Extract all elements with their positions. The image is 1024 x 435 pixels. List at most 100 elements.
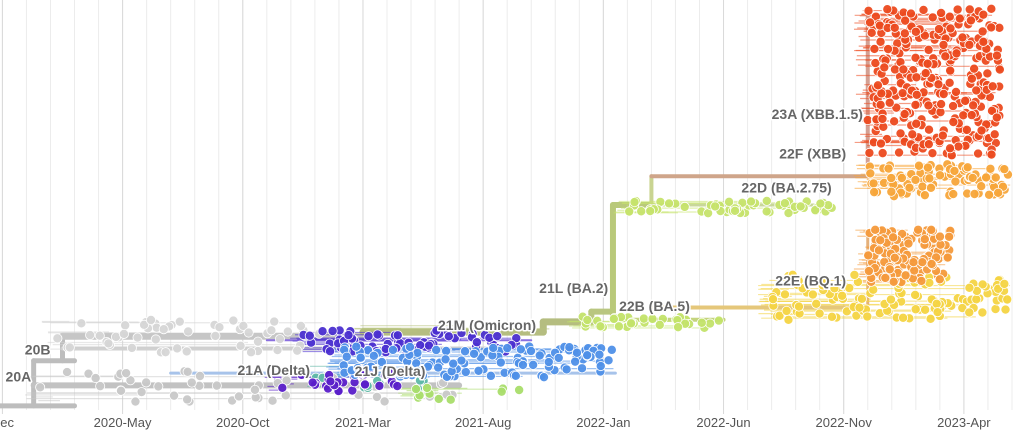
x-tick-label: 2020-Oct (216, 415, 270, 430)
tip-point (875, 36, 886, 47)
tip-point (431, 325, 442, 336)
tip-point (404, 341, 415, 352)
tip-point (246, 347, 257, 358)
tip-point (781, 305, 792, 316)
tip-point (582, 350, 593, 361)
tip-point (962, 162, 973, 173)
tip-point (679, 201, 690, 212)
tip-point (886, 173, 897, 184)
tip-point (991, 50, 1002, 61)
tip-point (937, 130, 948, 141)
tip-point (211, 380, 222, 391)
tip-point (511, 333, 522, 344)
tip-point (543, 357, 554, 368)
tip-point (934, 274, 945, 285)
tip-point (126, 342, 137, 353)
tip-point (927, 12, 938, 23)
tip-point (807, 289, 818, 300)
tip-point (991, 112, 1002, 123)
tip-point (909, 265, 920, 276)
tip-point (951, 48, 962, 59)
tip-point (636, 206, 647, 217)
tip-point (899, 109, 910, 120)
x-tick-label: Dec (0, 415, 14, 430)
tip-point (186, 377, 197, 388)
tip-point (964, 39, 975, 50)
tip-point (826, 311, 837, 322)
clade-label: 21L (BA.2) (539, 280, 608, 296)
tip-point (608, 313, 619, 324)
tip-point (538, 372, 549, 383)
tip-point (973, 148, 984, 159)
tip-point (895, 128, 906, 139)
tip-point (920, 68, 931, 79)
tip-point (761, 206, 772, 217)
tip-point (969, 188, 980, 199)
x-axis: Dec 2020-May 2020-Oct 2021-Mar 2021-Aug 2022-… (0, 415, 991, 430)
tip-point (132, 332, 143, 343)
clade-label: 22F (XBB) (779, 146, 846, 162)
tip-point (376, 357, 387, 368)
tip-point (960, 95, 971, 106)
tip-point (460, 346, 471, 357)
tip-point (411, 384, 422, 395)
x-tick-label: 2020-May (94, 415, 152, 430)
tip-point (888, 276, 899, 287)
tip-point (433, 362, 444, 373)
clade-label: 21M (Omicron) (438, 317, 536, 333)
tip-point (926, 258, 937, 269)
tip-point (978, 9, 989, 20)
tip-point (613, 321, 624, 332)
tip-point (966, 73, 977, 84)
tip-point (141, 377, 152, 388)
tip-point (990, 304, 1001, 315)
tip-point (977, 279, 988, 290)
tip-point (125, 375, 136, 386)
tip-point (325, 376, 336, 387)
tip-point (595, 321, 606, 332)
tip-point (145, 314, 156, 325)
clade-labels: 20A 20B 21A (Delta) 21J (Delta) 21M (Omicron… (4, 104, 864, 385)
tip-point (883, 163, 894, 174)
tip-point (951, 86, 962, 97)
tip-point (882, 4, 893, 15)
tip-point (978, 36, 989, 47)
tip-point (564, 342, 575, 353)
tip-point (900, 15, 911, 26)
tip-point (958, 110, 969, 121)
tip-point (910, 26, 921, 37)
tip-point (866, 27, 877, 38)
tip-point (570, 356, 581, 367)
tip-point (905, 8, 916, 19)
tip-point (795, 201, 806, 212)
tip-point (705, 318, 716, 329)
tip-point (888, 232, 899, 243)
tip-point (865, 168, 876, 179)
tip-point (787, 269, 798, 280)
tip-point (664, 198, 675, 209)
tip-point (985, 163, 996, 174)
tip-point (233, 391, 244, 402)
tip-point (448, 358, 459, 369)
tip-point (948, 101, 959, 112)
tip-point (815, 198, 826, 209)
tip-point (986, 22, 997, 33)
tip-point (182, 394, 193, 405)
tip-point (768, 294, 779, 305)
tip-point (863, 5, 874, 16)
tip-point (783, 314, 794, 325)
tip-point (266, 325, 277, 336)
tip-point (938, 39, 949, 50)
tip-point (954, 13, 965, 24)
tip-point (392, 381, 403, 392)
tip-point (638, 313, 649, 324)
tip-point (441, 345, 452, 356)
tip-point (910, 174, 921, 185)
tip-point (351, 341, 362, 352)
tip-point (810, 205, 821, 216)
tip-point (103, 338, 114, 349)
tip-point (456, 328, 467, 339)
tip-point (908, 257, 919, 268)
clade-label: 20A (6, 368, 32, 384)
tip-point (945, 143, 956, 154)
